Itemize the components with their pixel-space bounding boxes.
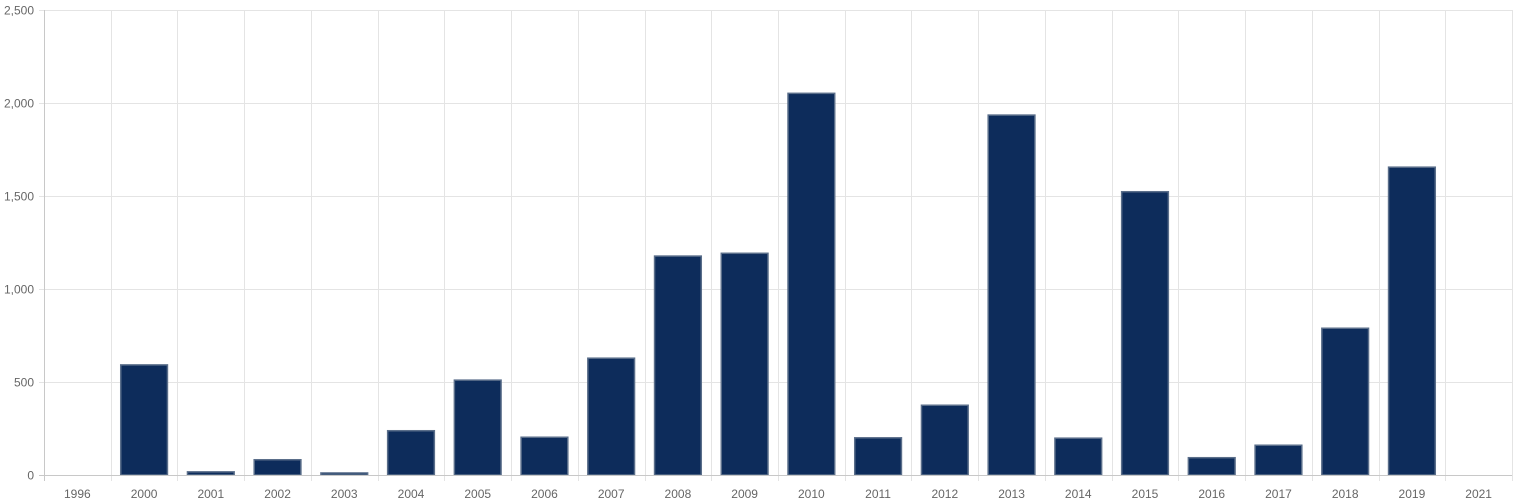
bar-2015 (1120, 190, 1170, 476)
x-tick-label: 2008 (665, 487, 692, 501)
bar-2019 (1387, 166, 1437, 476)
x-tick-label: 2019 (1399, 487, 1426, 501)
bar-2000 (119, 364, 169, 476)
y-axis-tick-labels: 0 500 1,000 1,500 2,000 2,500 (4, 4, 34, 483)
bar-2003 (320, 472, 369, 476)
x-tick-label: 2021 (1465, 487, 1492, 501)
bar-2018 (1321, 327, 1370, 476)
y-tick-label: 2,000 (4, 97, 34, 111)
bars (119, 92, 1437, 476)
bar-2009 (720, 252, 769, 476)
x-tick-label: 2018 (1332, 487, 1359, 501)
bar-2006 (520, 436, 569, 476)
x-tick-label: 2011 (865, 487, 891, 501)
x-tick-label: 2015 (1132, 487, 1159, 501)
x-tick-label: 2014 (1065, 487, 1092, 501)
y-gridlines (39, 10, 1512, 383)
x-tick-label: 2017 (1265, 487, 1292, 501)
x-tick-label: 2010 (798, 487, 825, 501)
y-tick-label: 1,000 (4, 283, 34, 297)
x-tick-label: 2007 (598, 487, 625, 501)
x-tick-label: 2002 (264, 487, 291, 501)
bar-2016 (1187, 456, 1236, 476)
x-tick-label: 2004 (398, 487, 425, 501)
x-tick-label: 2016 (1198, 487, 1225, 501)
bar-2004 (386, 429, 436, 476)
x-tick-label: 2012 (931, 487, 958, 501)
x-tick-label: 2009 (731, 487, 758, 501)
bar-2002 (253, 458, 302, 476)
bar-2014 (1054, 437, 1103, 476)
x-tick-label: 2003 (331, 487, 358, 501)
x-tick-label: 2013 (998, 487, 1025, 501)
bar-2001 (186, 471, 235, 476)
x-gridlines (111, 10, 1513, 481)
x-tick-label: 2000 (131, 487, 158, 501)
bar-2010 (787, 92, 836, 476)
x-tick-label: 2005 (464, 487, 491, 501)
axes (39, 10, 1512, 481)
x-axis-tick-labels: 1996 2000 2001 2002 2003 2004 2005 2006 2007 2008… (64, 487, 1492, 501)
y-tick-label: 1,500 (4, 190, 34, 204)
y-tick-label: 0 (27, 469, 34, 483)
bar-2017 (1254, 444, 1303, 476)
bar-2013 (987, 114, 1036, 476)
y-tick-label: 500 (14, 376, 34, 390)
bar-2011 (853, 437, 903, 476)
bar-2012 (920, 404, 969, 476)
x-tick-label: 1996 (64, 487, 91, 501)
bar-2005 (453, 379, 502, 476)
x-tick-label: 2006 (531, 487, 558, 501)
bar-2007 (587, 357, 636, 476)
x-tick-label: 2001 (197, 487, 224, 501)
bar-2008 (653, 255, 703, 476)
y-tick-label: 2,500 (4, 4, 34, 18)
